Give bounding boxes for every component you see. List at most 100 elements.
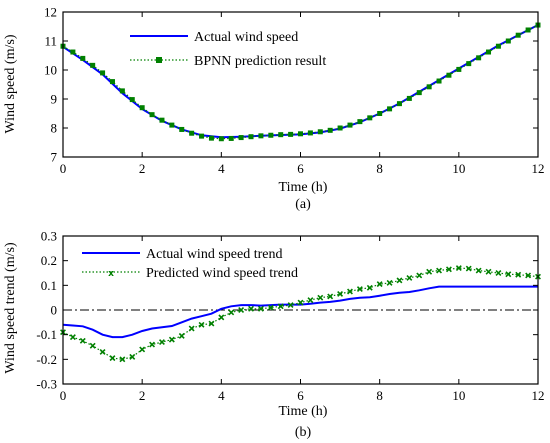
x-tick-label-b-1: 2 <box>139 388 146 403</box>
data-point-a-1-30 <box>357 119 363 125</box>
series-layer-b <box>60 265 541 363</box>
data-point-a-1-47 <box>525 27 531 33</box>
y-tick-label-a-5: 12 <box>44 5 57 20</box>
x-tick-label-a-2: 4 <box>218 161 225 176</box>
data-point-a-1-6 <box>119 88 125 94</box>
x-tick-label-a-1: 2 <box>139 161 146 176</box>
data-point-b-1-7 <box>129 353 136 360</box>
y-tick-label-a-0: 7 <box>51 150 58 165</box>
x-axis-label-a: Time (h) <box>279 180 328 195</box>
data-point-a-1-3 <box>90 62 96 68</box>
data-point-b-1-39 <box>445 266 452 273</box>
data-point-b-1-9 <box>149 341 156 348</box>
data-point-b-1-4 <box>99 348 106 355</box>
x-tick-label-b-4: 8 <box>376 388 383 403</box>
data-point-a-1-29 <box>347 122 353 128</box>
data-point-a-1-19 <box>248 134 254 140</box>
x-axis-label-b: Time (h) <box>279 404 328 419</box>
data-point-b-1-27 <box>327 293 334 300</box>
data-point-a-1-5 <box>109 79 115 85</box>
data-point-b-1-3 <box>89 342 96 349</box>
data-point-b-1-31 <box>366 284 373 291</box>
data-point-b-1-8 <box>139 346 146 353</box>
series-line-a-0 <box>62 24 539 139</box>
data-point-a-1-7 <box>129 97 135 103</box>
data-point-a-1-8 <box>139 105 145 111</box>
series-line-b-0 <box>62 285 538 339</box>
data-point-b-1-12 <box>178 332 185 339</box>
data-point-a-1-13 <box>189 130 195 136</box>
data-point-b-1-41 <box>465 265 472 272</box>
series-line-a-1 <box>62 24 539 140</box>
data-point-b-1-47 <box>525 272 532 279</box>
data-point-b-1-30 <box>356 286 363 292</box>
x-tick-label-b-6: 12 <box>532 388 545 403</box>
data-point-a-1-36 <box>416 90 422 96</box>
data-point-a-1-33 <box>387 106 393 112</box>
data-point-b-1-13 <box>188 325 195 332</box>
data-point-b-1-33 <box>386 279 393 286</box>
y-tick-label-b-4: 0.1 <box>41 278 57 293</box>
y-axis-label-a: Wind speed (m/s) <box>3 34 18 133</box>
data-point-b-1-43 <box>485 268 492 275</box>
data-point-a-1-10 <box>159 117 165 123</box>
legend-label-bpnn-prediction: BPNN prediction result <box>194 54 326 69</box>
y-tick-label-b-3: 0 <box>51 303 58 318</box>
y-tick-label-a-3: 10 <box>44 63 57 78</box>
data-point-b-1-15 <box>208 320 215 327</box>
y-tick-label-b-2: -0.1 <box>36 327 57 342</box>
data-point-a-1-45 <box>505 38 511 44</box>
data-point-b-1-19 <box>248 305 254 312</box>
data-point-a-1-31 <box>367 115 373 121</box>
data-point-b-1-1 <box>69 334 76 341</box>
data-point-a-1-40 <box>456 66 462 72</box>
data-point-a-1-20 <box>258 133 264 139</box>
data-point-a-1-15 <box>208 135 214 141</box>
chart-panel-a: 0 2 4 6 8 10 12 7 8 9 10 11 12 Time (h) Wind speed (… <box>3 5 545 213</box>
y-axis-label-b: Wind speed trend (m/s) <box>3 242 18 374</box>
data-point-a-1-25 <box>307 130 313 136</box>
data-point-b-1-25 <box>307 297 314 304</box>
data-point-b-1-26 <box>317 294 324 301</box>
data-point-b-1-22 <box>277 303 284 310</box>
data-point-b-1-38 <box>436 267 443 274</box>
data-point-a-1-12 <box>179 126 185 132</box>
data-point-b-1-2 <box>79 337 86 344</box>
data-point-b-1-20 <box>257 305 264 312</box>
panel-caption-a: (a) <box>295 197 311 212</box>
x-tick-label-b-2: 4 <box>218 388 225 403</box>
data-point-b-1-34 <box>396 277 403 284</box>
ticks-a: 0 2 4 6 8 10 12 7 8 9 10 11 12 <box>44 5 545 177</box>
data-point-b-1-32 <box>376 281 383 288</box>
x-tick-label-a-3: 6 <box>297 161 304 176</box>
data-point-b-1-44 <box>495 270 502 276</box>
data-point-a-1-11 <box>169 122 175 128</box>
data-point-b-1-36 <box>416 272 423 279</box>
series-layer-a <box>60 22 541 142</box>
x-tick-label-a-5: 10 <box>452 161 465 176</box>
series-line-b-1 <box>62 267 539 360</box>
data-point-b-1-5 <box>109 355 116 362</box>
x-tick-label-a-0: 0 <box>60 161 67 176</box>
data-point-b-1-16 <box>218 314 225 321</box>
data-point-a-1-1 <box>70 49 76 55</box>
data-point-b-1-37 <box>426 268 433 275</box>
y-tick-label-b-1: -0.2 <box>36 352 57 367</box>
data-point-b-1-11 <box>168 336 175 343</box>
panel-caption-b: (b) <box>295 425 312 440</box>
y-tick-label-a-2: 9 <box>51 92 58 107</box>
data-point-b-1-14 <box>198 321 205 328</box>
chart-panel-b: 0 2 4 6 8 10 12 -0.3 -0.2 -0.1 0 0.1 0.2 0.3 Time (h)… <box>3 229 545 441</box>
data-point-a-1-38 <box>436 78 442 84</box>
data-point-a-1-24 <box>298 131 303 137</box>
x-tick-label-b-3: 6 <box>297 388 304 403</box>
data-point-b-1-21 <box>267 304 274 311</box>
data-point-a-1-41 <box>466 61 472 67</box>
data-point-a-1-27 <box>327 127 333 133</box>
data-point-a-1-39 <box>446 72 452 78</box>
data-point-a-1-21 <box>268 132 274 138</box>
data-point-a-1-34 <box>396 101 402 107</box>
data-point-a-1-16 <box>218 136 224 142</box>
data-point-a-1-14 <box>199 133 205 139</box>
